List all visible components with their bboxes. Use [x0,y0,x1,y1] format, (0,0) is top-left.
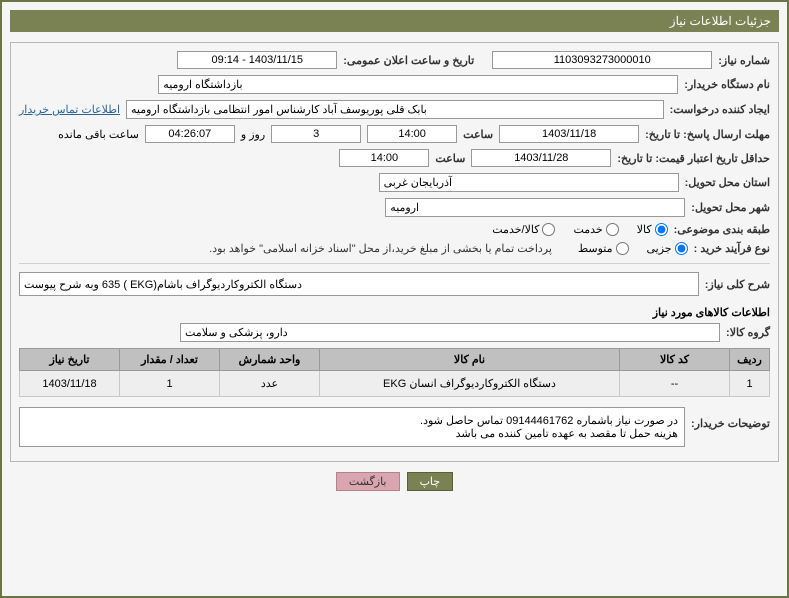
th-date: تاریخ نیاز [20,349,120,371]
goods-group-field: دارو، پزشکی و سلامت [180,323,720,342]
announce-date-field: 1403/11/15 - 09:14 [177,51,337,69]
city-label: شهر محل تحویل: [691,201,770,214]
remaining-label: ساعت باقی مانده [58,128,139,141]
table-header-row: ردیف کد کالا نام کالا واحد شمارش تعداد /… [20,349,770,371]
th-qty: تعداد / مقدار [120,349,220,371]
process-radio-group: جزیی متوسط [578,242,688,255]
items-section-title: اطلاعات کالاهای مورد نیاز [19,302,770,323]
separator-1 [19,263,770,264]
radio-partial-label: جزیی [647,242,672,255]
th-code: کد کالا [620,349,730,371]
form-panel: شماره نیاز: 1103093273000010 تاریخ و ساع… [10,42,779,462]
summary-label: شرح کلی نیاز: [705,278,770,291]
header-title: جزئیات اطلاعات نیاز [670,14,771,28]
process-label: نوع فرآیند خرید : [694,242,770,255]
announce-date-label: تاریخ و ساعت اعلان عمومی: [343,54,474,67]
td-date: 1403/11/18 [20,371,120,397]
panel-header: جزئیات اطلاعات نیاز [10,10,779,32]
th-unit: واحد شمارش [220,349,320,371]
button-row: چاپ بازگشت [10,472,779,491]
radio-service-label: خدمت [573,223,602,236]
need-number-field: 1103093273000010 [492,51,712,69]
category-radio-group: کالا خدمت کالا/خدمت [492,223,667,236]
buyer-contact-link[interactable]: اطلاعات تماس خریدار [19,103,120,116]
radio-goods-input[interactable] [655,223,668,236]
province-label: استان محل تحویل: [685,176,770,189]
validity-label: حداقل تاریخ اعتبار قیمت: تا تاریخ: [617,152,770,165]
province-field: آذربایجان غربی [379,173,679,192]
td-unit: عدد [220,371,320,397]
requester-field: بابک قلی پوریوسف آباد کارشناس امور انتظا… [126,100,664,119]
requester-label: ایجاد کننده درخواست: [670,103,770,116]
radio-goods[interactable]: کالا [637,223,668,236]
remaining-days-field: 3 [271,125,361,143]
buyer-notes-line2: هزینه حمل تا مقصد به عهده تامین کننده می… [26,427,678,440]
goods-group-label: گروه کالا: [726,326,770,339]
buyer-org-field: بازداشتگاه ارومیه [158,75,678,94]
time-label-1: ساعت [463,128,493,141]
td-row: 1 [730,371,770,397]
time-label-2: ساعت [435,152,465,165]
deadline-send-time-field: 14:00 [367,125,457,143]
category-label: طبقه بندی موضوعی: [674,223,770,236]
validity-time-field: 14:00 [339,149,429,167]
need-number-label: شماره نیاز: [718,54,770,67]
td-code: -- [620,371,730,397]
radio-service-input[interactable] [606,223,619,236]
validity-date-field: 1403/11/28 [471,149,611,167]
radio-medium-label: متوسط [578,242,613,255]
remaining-time-field: 04:26:07 [145,125,235,143]
items-table: ردیف کد کالا نام کالا واحد شمارش تعداد /… [19,348,770,397]
buyer-notes-box: در صورت نیاز باشماره 09144461762 تماس حا… [19,407,685,447]
buyer-org-label: نام دستگاه خریدار: [684,78,770,91]
back-button[interactable]: بازگشت [336,472,400,491]
radio-medium[interactable]: متوسط [578,242,629,255]
th-name: نام کالا [320,349,620,371]
radio-partial-input[interactable] [675,242,688,255]
table-row: 1 -- دستگاه الکتروکاردیوگراف انسان EKG ع… [20,371,770,397]
td-name: دستگاه الکتروکاردیوگراف انسان EKG [320,371,620,397]
radio-goods-service-input[interactable] [542,223,555,236]
radio-partial[interactable]: جزیی [647,242,688,255]
payment-note: پرداخت تمام یا بخشی از مبلغ خرید،از محل … [209,242,552,255]
radio-service[interactable]: خدمت [573,223,618,236]
radio-goods-service-label: کالا/خدمت [492,223,539,236]
deadline-send-label: مهلت ارسال پاسخ: تا تاریخ: [645,128,770,141]
radio-medium-input[interactable] [616,242,629,255]
print-button[interactable]: چاپ [407,472,454,491]
radio-goods-service[interactable]: کالا/خدمت [492,223,555,236]
city-field: ارومیه [385,198,685,217]
radio-goods-label: کالا [637,223,652,236]
th-row: ردیف [730,349,770,371]
td-qty: 1 [120,371,220,397]
summary-field: دستگاه الکتروکاردیوگراف باشام(EKG ) 635 … [19,272,699,296]
buyer-notes-line1: در صورت نیاز باشماره 09144461762 تماس حا… [26,414,678,427]
deadline-send-date-field: 1403/11/18 [499,125,639,143]
days-and-label: روز و [241,128,265,141]
buyer-notes-label: توضیحات خریدار: [691,407,770,430]
